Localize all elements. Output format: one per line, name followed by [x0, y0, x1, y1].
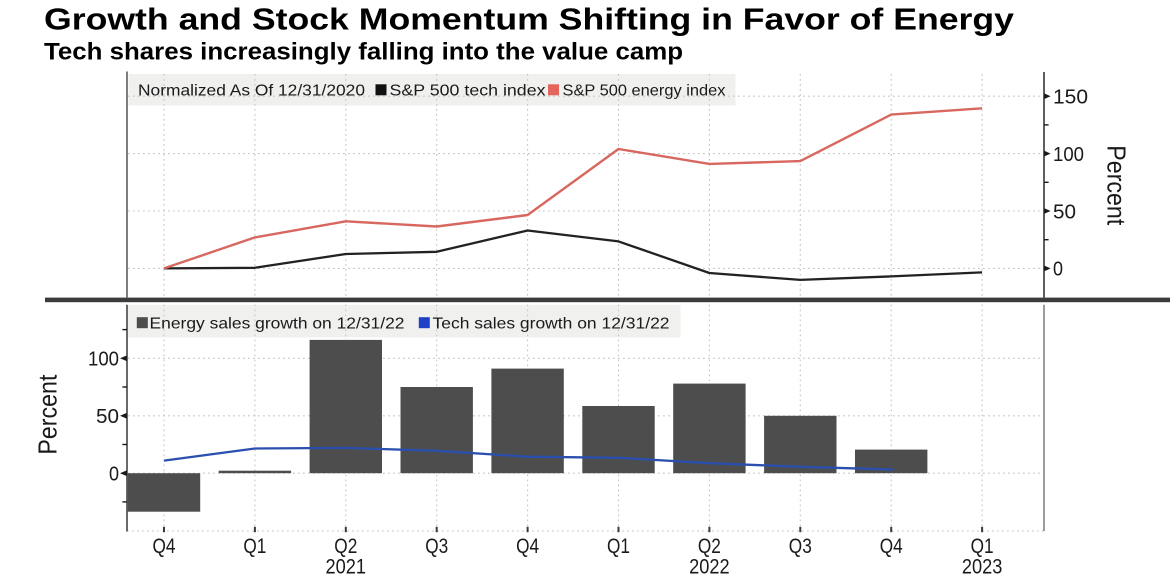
svg-text:Q1: Q1	[607, 535, 630, 558]
svg-text:S&P 500 energy index: S&P 500 energy index	[563, 83, 726, 100]
svg-text:Q2: Q2	[334, 535, 357, 558]
svg-text:Q1: Q1	[243, 535, 266, 558]
svg-text:Percent: Percent	[33, 374, 63, 455]
svg-text:Q4: Q4	[516, 535, 539, 558]
svg-text:Growth and Stock Momentum Shif: Growth and Stock Momentum Shifting in Fa…	[44, 1, 1015, 36]
svg-text:Energy sales growth on 12/31/2: Energy sales growth on 12/31/22	[150, 316, 405, 333]
svg-text:Normalized As Of 12/31/2020: Normalized As Of 12/31/2020	[138, 83, 365, 100]
svg-text:Q3: Q3	[425, 535, 448, 558]
svg-text:Q2: Q2	[698, 535, 721, 558]
svg-text:50: 50	[96, 406, 119, 428]
svg-text:100: 100	[1053, 144, 1084, 166]
svg-text:S&P 500 tech index: S&P 500 tech index	[390, 83, 546, 100]
svg-text:Q1: Q1	[971, 535, 994, 558]
svg-text:0: 0	[1053, 259, 1063, 281]
svg-text:50: 50	[1053, 201, 1076, 223]
svg-text:Q3: Q3	[789, 535, 812, 558]
svg-text:Tech shares increasingly falli: Tech shares increasingly falling into th…	[44, 39, 683, 66]
svg-text:Q4: Q4	[153, 535, 176, 558]
svg-text:Tech sales growth on 12/31/22: Tech sales growth on 12/31/22	[433, 316, 670, 333]
svg-text:2022: 2022	[689, 556, 730, 575]
svg-text:Percent: Percent	[1102, 145, 1132, 226]
svg-text:2023: 2023	[962, 556, 1003, 575]
svg-text:100: 100	[88, 349, 119, 371]
svg-text:0: 0	[109, 464, 119, 486]
svg-text:2021: 2021	[326, 556, 367, 575]
svg-text:Q4: Q4	[880, 535, 903, 558]
svg-text:150: 150	[1053, 87, 1088, 109]
